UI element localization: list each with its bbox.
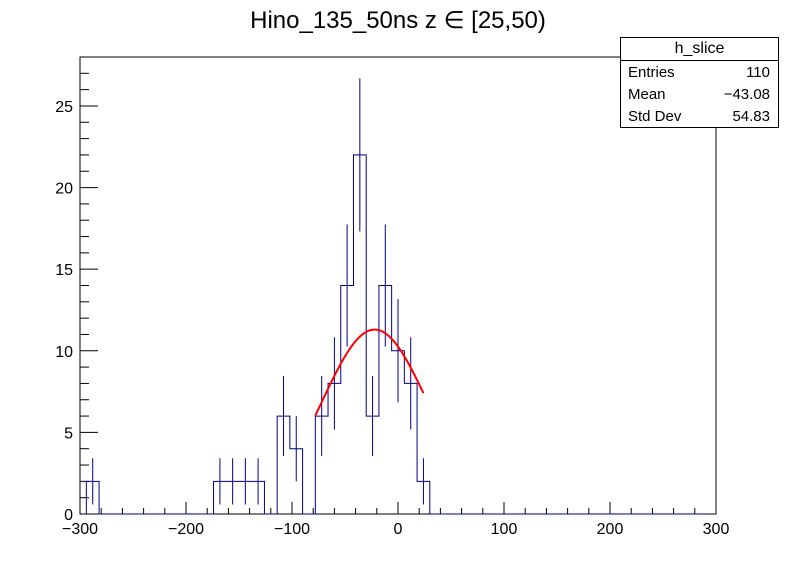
x-tick-label: −200	[168, 521, 204, 538]
stats-label: Std Dev	[628, 108, 682, 125]
stats-label: Mean	[628, 86, 666, 103]
stats-value: 54.83	[732, 108, 770, 125]
axes	[79, 56, 717, 515]
x-tick-label: 300	[703, 521, 730, 538]
stats-value: −43.08	[723, 86, 770, 103]
stats-row-stddev: Std Dev 54.83	[621, 105, 778, 127]
gaussian-fit-line	[314, 328, 425, 416]
stats-row-entries: Entries 110	[621, 61, 778, 83]
y-tick-label: 15	[55, 262, 73, 279]
histogram-outline	[85, 154, 710, 515]
y-tick-label: 20	[55, 181, 73, 198]
histogram	[85, 78, 710, 515]
y-tick-label: 10	[55, 344, 73, 361]
x-tick-label: 100	[491, 521, 518, 538]
stats-row-mean: Mean −43.08	[621, 83, 778, 105]
stats-box: h_slice Entries 110 Mean −43.08 Std Dev …	[620, 37, 779, 128]
x-tick-label: 200	[597, 521, 624, 538]
x-tick-labels: −300 −200 −100 0 100 200 300	[62, 521, 729, 538]
stats-value: 110	[746, 64, 770, 81]
y-tick-label: 5	[64, 425, 73, 442]
stats-label: Entries	[628, 64, 675, 81]
x-tick-label: 0	[394, 521, 403, 538]
fit-curve	[314, 328, 425, 416]
x-tick-label: −300	[62, 521, 98, 538]
y-tick-label: 0	[64, 507, 73, 524]
x-tick-label: −100	[274, 521, 310, 538]
stats-name: h_slice	[621, 38, 778, 61]
y-tick-labels: 0 5 10 15 20 25	[55, 99, 73, 524]
y-tick-label: 25	[55, 99, 73, 116]
chart-title: Hino_135_50ns z ∈ [25,50)	[250, 7, 546, 34]
